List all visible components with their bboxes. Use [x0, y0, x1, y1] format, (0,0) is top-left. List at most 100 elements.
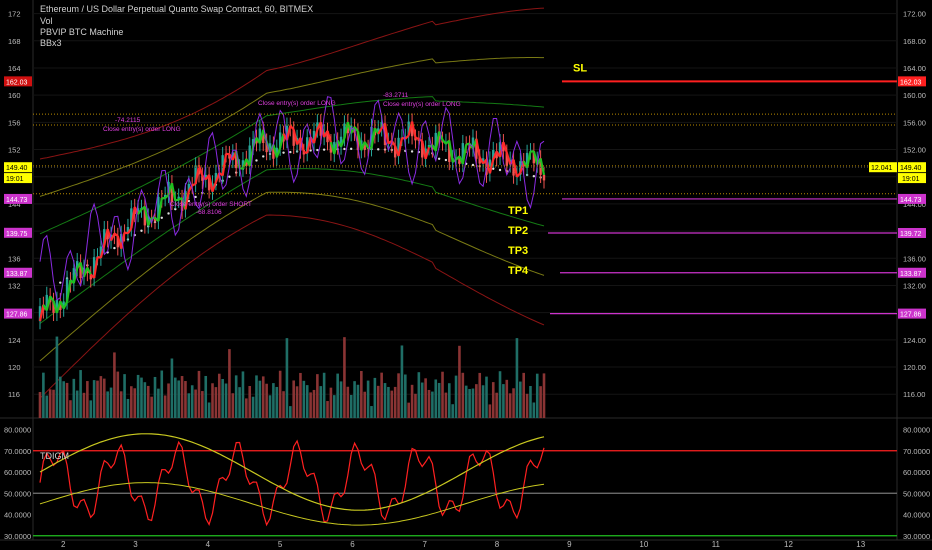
- indicator-bbx3: BBx3: [40, 38, 62, 48]
- trend-line: [279, 133, 285, 149]
- candle-body: [231, 152, 235, 160]
- candle-body: [265, 141, 268, 153]
- volume-bar: [45, 395, 49, 418]
- candle-body: [458, 156, 461, 164]
- volume-bar: [123, 374, 126, 418]
- volume-bar: [265, 383, 268, 418]
- trend-line: [214, 172, 221, 183]
- volume-bar: [72, 378, 76, 418]
- volume-bar: [447, 383, 451, 418]
- x-tick-label: 12: [784, 540, 793, 549]
- volume-bar: [197, 370, 201, 418]
- trend-line: [164, 194, 170, 199]
- volume-bar: [211, 383, 214, 418]
- volume-bar: [180, 376, 184, 418]
- trend-line: [62, 300, 69, 310]
- volume-bar: [519, 381, 522, 418]
- left-y-tick-label: 136: [8, 254, 21, 263]
- candle-body: [448, 140, 451, 162]
- basis-dot: [410, 150, 414, 153]
- volume-bar: [485, 376, 488, 418]
- tdi-rsi-line: [39, 439, 545, 527]
- x-tick-label: 5: [278, 540, 283, 549]
- trend-line: [175, 198, 179, 202]
- lower-left-tick-label: 40.0000: [4, 511, 31, 520]
- basis-dot: [349, 147, 353, 151]
- candle-body: [410, 121, 414, 137]
- trend-line: [299, 137, 305, 153]
- candle-body: [272, 144, 275, 159]
- basis-dot: [167, 212, 170, 215]
- trend-line: [526, 151, 532, 169]
- candle-body: [52, 300, 55, 313]
- right-y-tick-label: 164.00: [903, 64, 926, 73]
- trend-line: [377, 127, 383, 135]
- right-level-tag: 127.86: [900, 312, 922, 319]
- left-y-tick-label: 172: [8, 10, 21, 19]
- trend-line: [248, 146, 255, 167]
- lower-left-tick-label: 50.0000: [4, 489, 31, 498]
- candle-body: [76, 261, 79, 269]
- right-y-tick-label: 120.00: [903, 363, 926, 372]
- volume-bar: [481, 385, 485, 418]
- volume-bar: [214, 387, 218, 418]
- left-tag: 19:01: [6, 176, 24, 183]
- trend-line: [124, 231, 129, 235]
- volume-bar: [343, 337, 346, 418]
- bb-outer-band-upper: [39, 7, 545, 160]
- candle-body: [326, 130, 329, 143]
- volume-bar: [289, 406, 292, 418]
- candle-body: [177, 196, 180, 200]
- volume-bar: [535, 373, 539, 418]
- trend-line: [38, 304, 45, 322]
- lower-right-tick-label: 30.0000: [903, 532, 930, 541]
- volume-bar: [75, 390, 79, 418]
- volume-bar: [190, 385, 194, 418]
- volume-bar: [336, 373, 339, 418]
- indicator-pbvip: PBVIP BTC Machine: [40, 27, 124, 37]
- trend-line: [97, 256, 102, 259]
- volume-bar: [194, 389, 197, 418]
- candle-body: [258, 128, 262, 144]
- basis-dot: [316, 148, 319, 152]
- volume-bar: [458, 345, 461, 418]
- volume-bar: [431, 391, 434, 418]
- candle-body: [316, 122, 319, 130]
- trend-line: [353, 126, 359, 133]
- volume-bar: [360, 370, 363, 418]
- candle-body: [251, 139, 255, 147]
- tdi-upper-band: [39, 433, 545, 511]
- basis-dot: [289, 150, 292, 154]
- candle-body: [194, 165, 197, 185]
- candle-body: [306, 137, 309, 154]
- volume-bar: [136, 374, 140, 418]
- trend-line: [127, 227, 133, 234]
- volume-bar: [498, 371, 502, 418]
- volume-bar: [272, 383, 275, 418]
- candle-body: [542, 174, 546, 181]
- trend-line: [65, 280, 72, 302]
- candle-body: [393, 146, 397, 158]
- volume-bar: [150, 396, 153, 418]
- left-tag-bg: [4, 193, 32, 204]
- candle-body: [343, 123, 346, 139]
- lower-pane-title: TDIGM: [40, 451, 69, 461]
- volume-bar: [69, 400, 72, 418]
- bb-inner-band-lower: [39, 168, 545, 324]
- volume-bar: [228, 349, 231, 418]
- volume-bar: [126, 398, 130, 418]
- volume-bar: [55, 336, 59, 418]
- volume-bar: [417, 372, 421, 418]
- volume-bar: [393, 386, 397, 418]
- right-level-tag: 162.03: [900, 79, 922, 86]
- trend-line: [170, 183, 177, 201]
- trend-line: [505, 152, 512, 165]
- basis-dot: [471, 163, 475, 167]
- volume-bar: [116, 371, 120, 418]
- volume-bar: [329, 387, 333, 418]
- volume-bar: [495, 392, 498, 418]
- trade-annotation: Close entry(s) order SHORT: [170, 201, 252, 208]
- candle-body: [370, 126, 373, 149]
- candle-body: [519, 161, 522, 173]
